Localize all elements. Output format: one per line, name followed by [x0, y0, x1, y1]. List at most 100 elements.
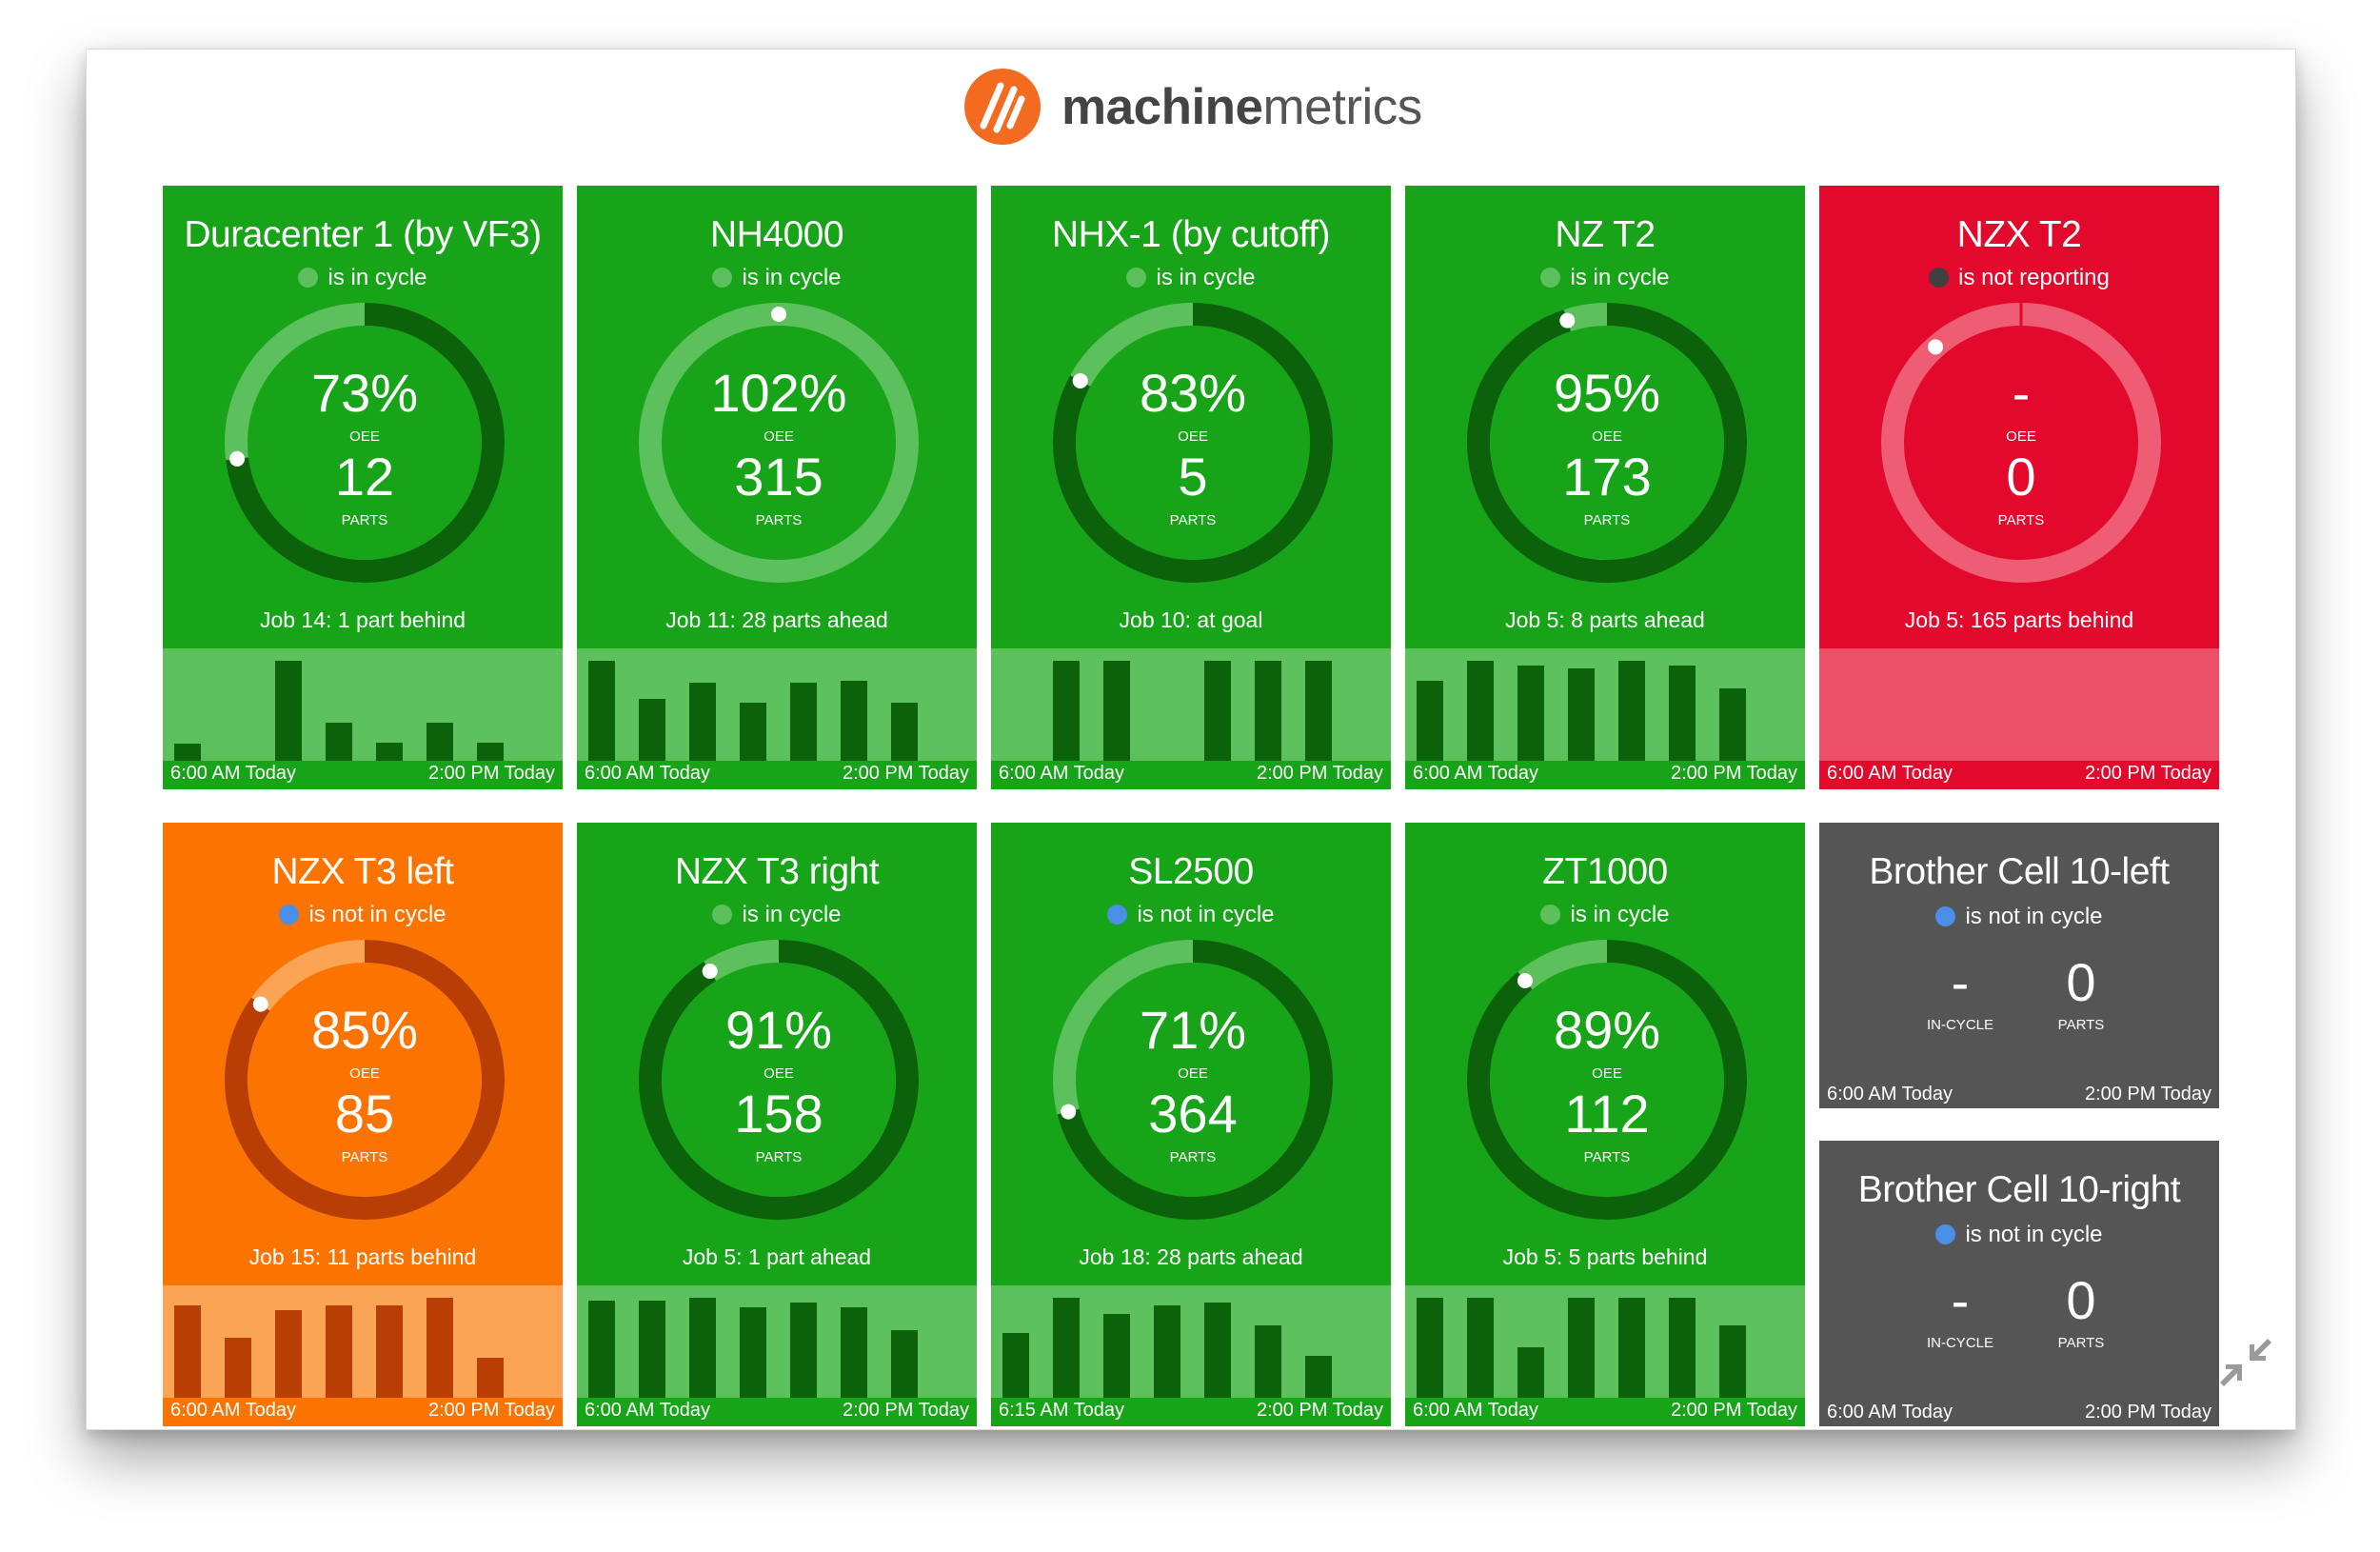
machine-name: Duracenter 1 (by VF3) [184, 214, 542, 255]
machine-name: NHX-1 (by cutoff) [1051, 214, 1331, 255]
machine-tile[interactable]: NZ T2 is in cycle 95% OEE 173 PARTS Job 5: 8 p… [1405, 186, 1805, 789]
oee-label: OEE [1592, 428, 1622, 445]
parts-value: 364 [1148, 1084, 1238, 1144]
incycle-label: IN-CYCLE [1926, 1017, 1993, 1033]
status-dot [1540, 905, 1561, 925]
parts-label: PARTS [341, 1149, 388, 1165]
oee-gauge [225, 303, 505, 583]
parts-chart [1405, 648, 1805, 761]
parts-chart [991, 648, 1391, 761]
job-status: Job 5: 8 parts ahead [1505, 607, 1705, 632]
time-range: 6:00 AM Today 2:00 PM Today [991, 761, 1391, 789]
status-text: is not in cycle [1137, 902, 1275, 927]
gauge-marker [229, 450, 246, 467]
time-range: 6:00 AM Today 2:00 PM Today [1405, 1398, 1805, 1426]
time-start: 6:00 AM Today [1827, 1402, 1953, 1423]
machine-tile[interactable]: Duracenter 1 (by VF3) is in cycle 73% OEE 12… [163, 186, 563, 789]
machine-status: is in cycle [577, 265, 977, 291]
chart-bar [1204, 1303, 1231, 1398]
job-status: Job 15: 11 parts behind [248, 1244, 477, 1269]
chart-bar [1467, 661, 1494, 761]
parts-metric: 0 PARTS [2005, 956, 2157, 1034]
incycle-metric: - IN-CYCLE [1884, 956, 2036, 1034]
oee-label: OEE [1178, 1065, 1208, 1082]
oee-value: 95% [1553, 363, 1661, 423]
chart-bar [1517, 1347, 1544, 1398]
chart-bar [790, 683, 817, 761]
machine-name: SL2500 [1128, 851, 1254, 892]
chart-bar [174, 744, 201, 761]
parts-value: 112 [1564, 1084, 1650, 1144]
gauge-center: 83% OEE 5 PARTS [1050, 300, 1336, 586]
status-dot [1126, 268, 1147, 288]
chart-bar [891, 703, 918, 761]
parts-label: PARTS [1169, 1149, 1217, 1165]
gauge-arc [226, 303, 505, 583]
oee-value: - [2012, 363, 2031, 423]
machinemetrics-logo: machinemetrics [962, 65, 1422, 149]
cell-tile[interactable]: Brother Cell 10-right is not in cycle - IN-… [1819, 1141, 2219, 1426]
time-start: 6:00 AM Today [1827, 763, 1953, 784]
oee-value: 85% [310, 1000, 419, 1060]
parts-chart [163, 1285, 563, 1398]
chart-bar [841, 681, 867, 761]
machine-tile[interactable]: SL2500 is not in cycle 71% OEE 364 PARTS Job 1… [991, 823, 1391, 1426]
job-status: Job 11: 28 parts ahead [665, 607, 888, 632]
chart-bar [1618, 1298, 1645, 1398]
chart-bar [1417, 1298, 1443, 1398]
status-text: is in cycle [1570, 902, 1670, 927]
gauge-marker [1928, 339, 1944, 355]
cell-name: Brother Cell 10-left [1869, 851, 2170, 892]
status-dot [1107, 905, 1128, 925]
oee-value: 89% [1553, 1000, 1661, 1060]
time-end: 2:00 PM Today [842, 763, 969, 784]
job-status: Job 14: 1 part behind [259, 607, 466, 632]
chart-bar [1618, 661, 1645, 761]
time-range: 6:00 AM Today 2:00 PM Today [1405, 761, 1805, 789]
machine-status: is not in cycle [163, 902, 563, 928]
machine-status: is in cycle [1405, 265, 1805, 291]
oee-gauge [1467, 303, 1747, 583]
parts-value: 0 [2066, 1270, 2096, 1330]
cell-tile[interactable]: Brother Cell 10-left is not in cycle - IN-C… [1819, 823, 2219, 1108]
oee-gauge [225, 940, 505, 1220]
machine-tile[interactable]: NZX T3 right is in cycle 91% OEE 158 PARTS Job… [577, 823, 977, 1426]
parts-label: PARTS [1169, 512, 1217, 528]
gauge-center: 91% OEE 158 PARTS [636, 937, 922, 1223]
cell-status: is not in cycle [1819, 904, 2219, 930]
machine-tile[interactable]: NZX T3 left is not in cycle 85% OEE 85 PARTS J… [163, 823, 563, 1426]
incycle-label: IN-CYCLE [1926, 1335, 1993, 1351]
machine-name: NZX T3 right [674, 851, 880, 892]
gauge-center: 73% OEE 12 PARTS [222, 300, 507, 586]
time-range: 6:00 AM Today 2:00 PM Today [577, 1398, 977, 1426]
machine-tile[interactable]: NZX T2 is not reporting - OEE 0 PARTS Job 5: 1… [1819, 186, 2219, 789]
collapse-fullscreen-icon[interactable] [2218, 1335, 2273, 1390]
status-text: is in cycle [742, 902, 842, 927]
incycle-metric: - IN-CYCLE [1884, 1274, 2036, 1352]
cell-name: Brother Cell 10-right [1857, 1169, 2181, 1210]
time-start: 6:15 AM Today [999, 1400, 1124, 1421]
status-dot [1935, 1224, 1956, 1244]
time-start: 6:00 AM Today [585, 763, 710, 784]
chart-bar [790, 1303, 817, 1398]
oee-gauge [1053, 940, 1333, 1220]
time-end: 2:00 PM Today [1670, 1400, 1797, 1421]
job-status: Job 5: 1 part ahead [682, 1244, 872, 1269]
chart-bar [1467, 1298, 1494, 1398]
chart-bar [174, 1305, 201, 1398]
machine-tile[interactable]: NH4000 is in cycle 102% OEE 315 PARTS Job 11: … [577, 186, 977, 789]
chart-bar [1669, 1298, 1696, 1398]
parts-chart [991, 1285, 1391, 1398]
parts-metric: 0 PARTS [2005, 1270, 2157, 1352]
chart-bar [1669, 666, 1696, 761]
chart-bar [1204, 661, 1231, 761]
chart-bar [740, 703, 766, 761]
machine-tile[interactable]: NHX-1 (by cutoff) is in cycle 83% OEE 5 PARTS… [991, 186, 1391, 789]
gauge-arc [1467, 940, 1747, 1220]
logo-wordmark: machinemetrics [1061, 78, 1422, 135]
machine-tile[interactable]: ZT1000 is in cycle 89% OEE 112 PARTS Job 5: 5 … [1405, 823, 1805, 1426]
logo-mark-icon [964, 69, 1041, 145]
chart-bar [1517, 666, 1544, 761]
time-start: 6:00 AM Today [1827, 1084, 1953, 1104]
gauge-arc [1053, 303, 1333, 583]
